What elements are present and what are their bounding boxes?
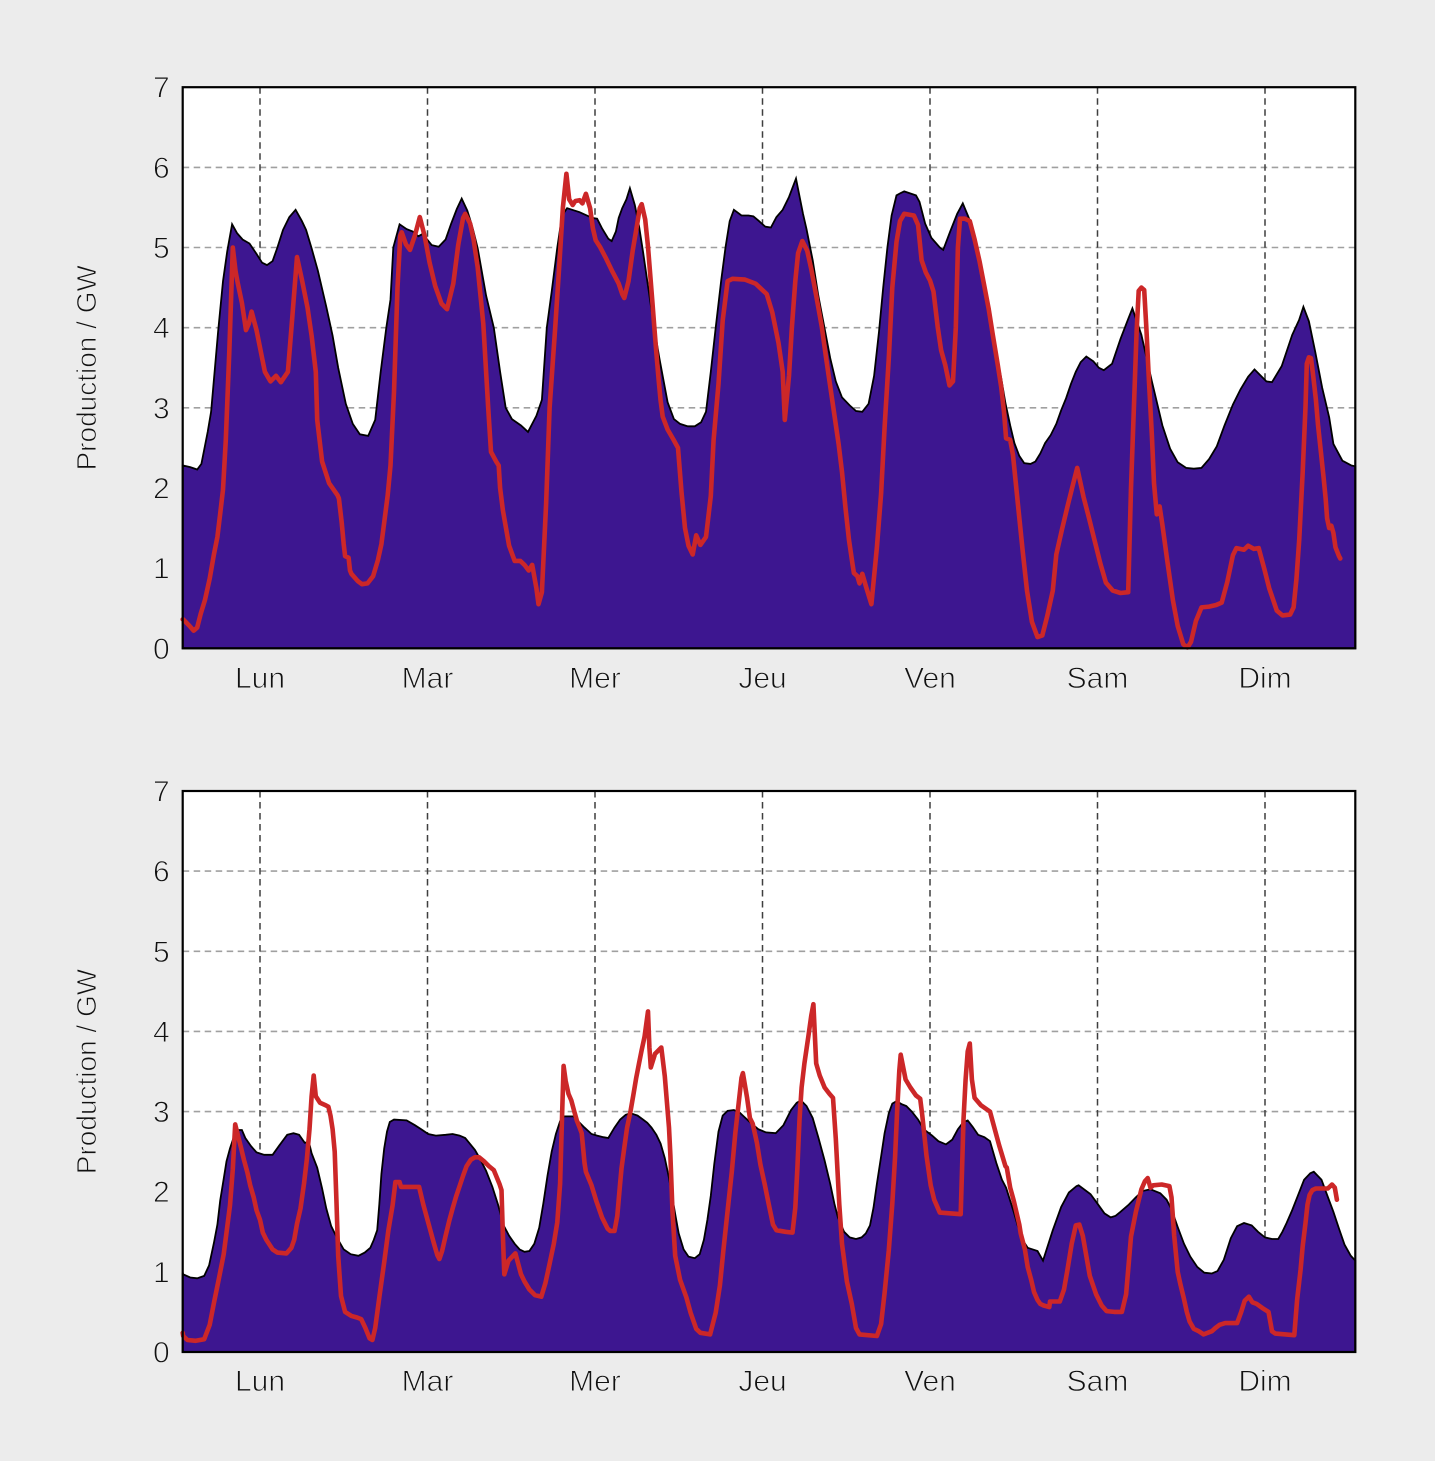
svg-text:Lun: Lun	[235, 1365, 285, 1398]
svg-text:0: 0	[153, 633, 170, 666]
svg-text:0: 0	[153, 1337, 170, 1370]
svg-text:6: 6	[153, 152, 170, 185]
svg-text:Mer: Mer	[569, 1365, 621, 1398]
svg-text:Production / GW: Production / GW	[71, 265, 102, 471]
svg-text:7: 7	[153, 776, 170, 809]
svg-text:Ven: Ven	[904, 662, 956, 695]
svg-text:5: 5	[153, 232, 170, 265]
svg-text:Sam: Sam	[1067, 1365, 1129, 1398]
svg-text:Production / GW: Production / GW	[71, 968, 102, 1174]
svg-text:6: 6	[153, 856, 170, 889]
svg-text:Sam: Sam	[1067, 662, 1129, 695]
svg-text:1: 1	[153, 1256, 170, 1289]
svg-text:1: 1	[153, 553, 170, 586]
svg-text:4: 4	[153, 1016, 170, 1049]
svg-text:3: 3	[153, 1096, 170, 1129]
svg-text:3: 3	[153, 392, 170, 425]
svg-text:Jeu: Jeu	[738, 1365, 786, 1398]
svg-text:4: 4	[153, 312, 170, 345]
svg-text:2: 2	[153, 1176, 170, 1209]
svg-text:Ven: Ven	[904, 1365, 956, 1398]
svg-text:Dim: Dim	[1238, 1365, 1291, 1398]
svg-text:5: 5	[153, 936, 170, 969]
svg-text:Lun: Lun	[235, 662, 285, 695]
svg-text:Dim: Dim	[1238, 662, 1291, 695]
svg-text:Mar: Mar	[402, 1365, 454, 1398]
svg-text:Mar: Mar	[402, 662, 454, 695]
svg-text:Mer: Mer	[569, 662, 621, 695]
svg-text:7: 7	[153, 72, 170, 105]
svg-text:Jeu: Jeu	[738, 662, 786, 695]
svg-text:2: 2	[153, 473, 170, 506]
